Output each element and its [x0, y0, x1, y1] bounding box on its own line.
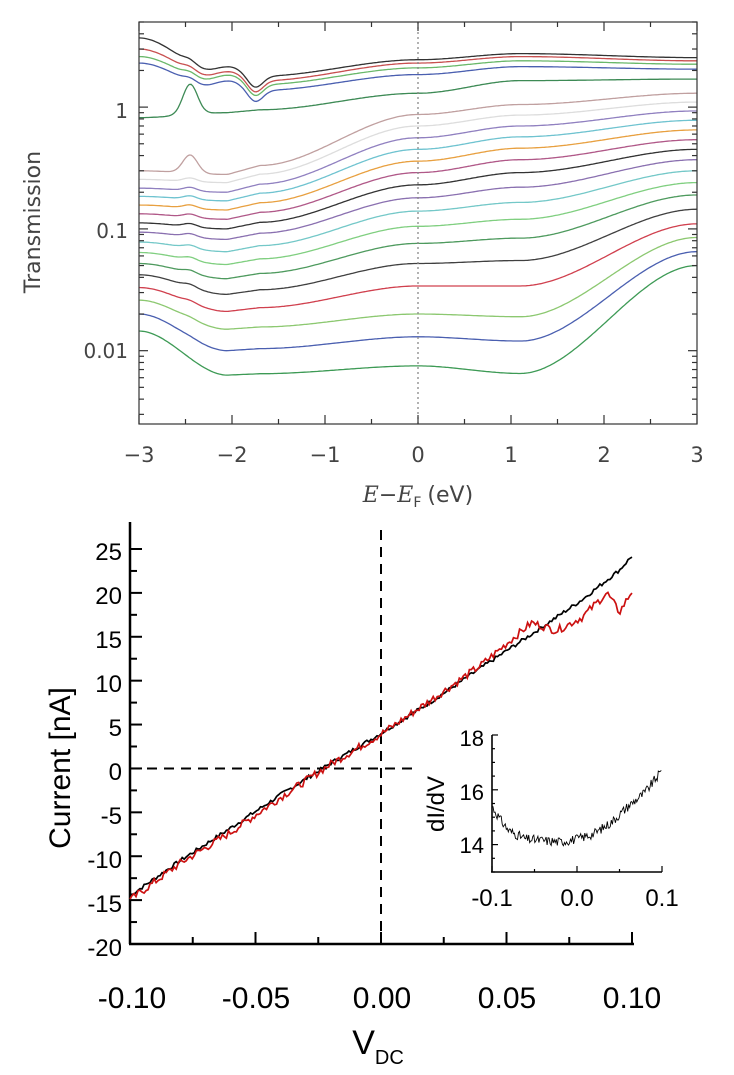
iv-xtick-label: -0.05 — [222, 982, 290, 1015]
iv-series-group — [129, 556, 633, 900]
xlabel-fermi-subscript: F — [413, 495, 421, 511]
iv-chart: 25 20 15 10 5 0 -5 -10 -15 -20 -0.10 -0.… — [44, 522, 679, 1069]
transmission-xtick-label: 2 — [597, 443, 610, 467]
iv-y-axis-label: Current [nA] — [44, 687, 77, 849]
iv-ytick-label: 20 — [95, 583, 122, 610]
inset-ytick-label: 18 — [460, 726, 484, 751]
iv-series-red — [129, 591, 633, 900]
iv-ticks — [129, 548, 633, 945]
transmission-ytick-label: 0.1 — [96, 219, 128, 243]
transmission-ytick-label: 1 — [115, 99, 128, 123]
xlabel-minus: − — [379, 483, 397, 508]
iv-xtick-label: 0.10 — [603, 982, 661, 1015]
inset-xtick-label: -0.1 — [471, 885, 512, 912]
transmission-xtick-label: −1 — [310, 443, 341, 467]
transmission-x-axis-label: E−EF (eV) — [362, 483, 473, 511]
inset-ytick-label: 16 — [460, 780, 484, 805]
inset-xtick-label: 0.0 — [560, 885, 593, 912]
iv-ytick-label: 15 — [95, 627, 122, 654]
iv-ytick-label: 5 — [109, 715, 122, 742]
transmission-series-8 — [138, 170, 697, 253]
transmission-xtick-label: −2 — [217, 443, 248, 467]
iv-ytick-label: -20 — [87, 935, 122, 962]
transmission-series-10 — [139, 148, 697, 230]
transmission-ticks — [138, 21, 698, 424]
xlabel-unit: (eV) — [427, 483, 473, 508]
inset-ticks — [491, 734, 663, 873]
transmission-y-axis-label: Transmission — [21, 151, 46, 294]
iv-xlabel-v: V — [352, 1024, 375, 1062]
inset-series-group — [492, 770, 662, 847]
iv-ytick-label: -10 — [87, 847, 122, 874]
transmission-series-2 — [138, 251, 697, 352]
iv-ytick-label: 10 — [95, 671, 122, 698]
transmission-series-18 — [139, 62, 697, 103]
xlabel-fermi: E — [396, 483, 413, 508]
iv-xlabel-subscript: DC — [375, 1047, 404, 1069]
transmission-ytick-label: 0.01 — [83, 339, 128, 363]
iv-xtick-label: -0.10 — [98, 982, 166, 1015]
iv-xtick-label: 0.05 — [478, 982, 536, 1015]
xlabel-energy: E — [362, 483, 379, 508]
transmission-series-4 — [138, 223, 697, 313]
transmission-series-1 — [138, 264, 697, 376]
iv-x-axis-label: VDC — [352, 1024, 404, 1069]
transmission-series-21 — [138, 37, 697, 88]
iv-ytick-label: -5 — [101, 803, 122, 830]
inset-xtick-label: 0.1 — [645, 885, 678, 912]
transmission-xtick-label: −3 — [124, 443, 155, 467]
iv-ytick-label: -15 — [87, 891, 122, 918]
transmission-series-12 — [138, 129, 697, 211]
didv-inset: 18 16 14 -0.1 0.0 0.1 dI/dV — [423, 726, 679, 912]
iv-xtick-label: 0.00 — [353, 982, 411, 1015]
transmission-xtick-label: 3 — [690, 443, 703, 467]
transmission-series-7 — [139, 181, 697, 266]
transmission-xtick-label: 0 — [411, 443, 424, 467]
transmission-series-13 — [139, 119, 697, 202]
transmission-chart: 1 0.1 0.01 −3 −2 −1 0 1 2 3 Transmission… — [21, 21, 704, 511]
inset-y-axis-label: dI/dV — [423, 776, 450, 832]
inset-ytick-label: 14 — [460, 833, 484, 858]
inset-didv-series — [492, 770, 662, 847]
transmission-series-16 — [139, 92, 697, 176]
iv-ytick-label: 0 — [109, 759, 122, 786]
iv-ytick-label: 25 — [95, 539, 122, 566]
transmission-series-15 — [139, 101, 697, 184]
transmission-xtick-label: 1 — [504, 443, 517, 467]
